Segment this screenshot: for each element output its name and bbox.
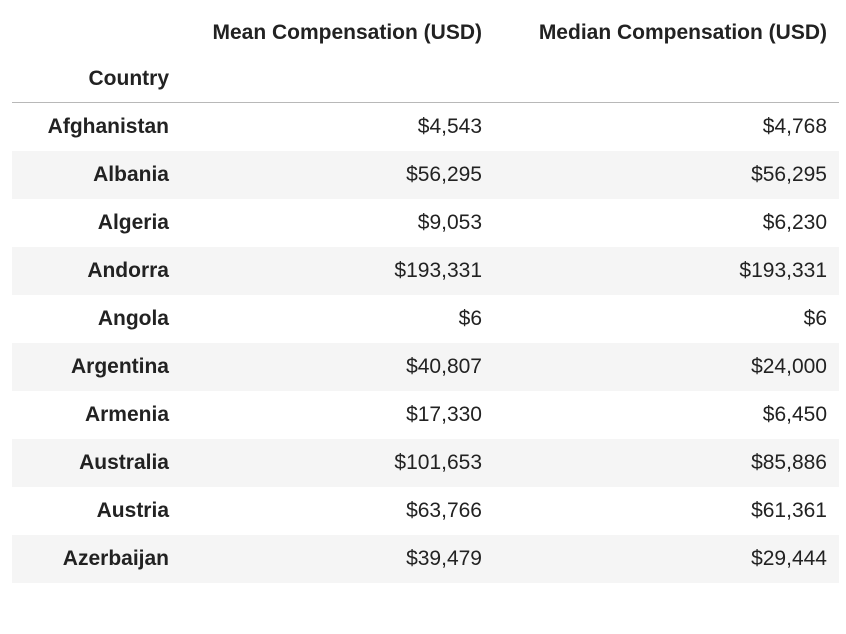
median-compensation-cell: $6,230 xyxy=(762,210,827,234)
median-compensation-cell: $6,450 xyxy=(762,402,827,426)
mean-compensation-cell: $101,653 xyxy=(394,450,482,474)
column-header-row: Mean Compensation (USD) Median Compensat… xyxy=(12,10,839,56)
mean-compensation-cell: $39,479 xyxy=(406,546,482,570)
table-row: Australia $101,653 $85,886 xyxy=(12,438,839,487)
country-cell: Argentina xyxy=(70,354,169,378)
mean-compensation-cell: $6 xyxy=(458,306,482,330)
mean-compensation-cell: $4,543 xyxy=(417,114,482,138)
country-cell: Andorra xyxy=(87,258,169,282)
country-cell: Austria xyxy=(96,498,169,522)
compensation-table-container: Mean Compensation (USD) Median Compensat… xyxy=(12,10,839,583)
median-compensation-cell: $61,361 xyxy=(751,498,827,522)
table-row: Algeria $9,053 $6,230 xyxy=(12,199,839,247)
table-row: Afghanistan $4,543 $4,768 xyxy=(12,103,839,151)
median-compensation-cell: $56,295 xyxy=(751,162,827,186)
blank-header-cell xyxy=(494,56,839,103)
country-cell: Afghanistan xyxy=(47,114,169,138)
mean-compensation-cell: $17,330 xyxy=(406,402,482,426)
blank-header-cell xyxy=(12,10,170,56)
table-body: Afghanistan $4,543 $4,768 Albania $56,295 $56… xyxy=(12,103,839,583)
compensation-table: Mean Compensation (USD) Median Compensat… xyxy=(12,10,839,583)
blank-header-cell xyxy=(170,56,494,103)
country-cell: Angola xyxy=(97,306,169,330)
median-compensation-cell: $24,000 xyxy=(751,354,827,378)
median-compensation-cell: $4,768 xyxy=(762,114,827,138)
median-compensation-cell: $6 xyxy=(803,306,827,330)
mean-compensation-header: Mean Compensation (USD) xyxy=(212,21,482,44)
table-row: Albania $56,295 $56,295 xyxy=(12,150,839,199)
median-compensation-cell: $29,444 xyxy=(751,546,827,570)
country-cell: Armenia xyxy=(84,402,169,426)
table-row: Angola $6 $6 xyxy=(12,295,839,343)
country-index-header: Country xyxy=(12,56,170,103)
table-row: Armenia $17,330 $6,450 xyxy=(12,391,839,439)
table-row: Azerbaijan $39,479 $29,444 xyxy=(12,534,839,583)
table-row: Argentina $40,807 $24,000 xyxy=(12,342,839,391)
country-cell: Albania xyxy=(93,162,169,186)
mean-compensation-cell: $56,295 xyxy=(406,162,482,186)
table-row: Andorra $193,331 $193,331 xyxy=(12,246,839,295)
median-compensation-cell: $193,331 xyxy=(739,258,827,282)
table-header: Mean Compensation (USD) Median Compensat… xyxy=(12,10,839,103)
mean-compensation-cell: $63,766 xyxy=(406,498,482,522)
country-cell: Australia xyxy=(79,450,169,474)
mean-compensation-cell: $9,053 xyxy=(417,210,482,234)
country-cell: Azerbaijan xyxy=(62,546,169,570)
country-cell: Algeria xyxy=(97,210,169,234)
median-compensation-cell: $85,886 xyxy=(751,450,827,474)
mean-compensation-cell: $40,807 xyxy=(406,354,482,378)
table-row: Austria $63,766 $61,361 xyxy=(12,487,839,535)
mean-compensation-cell: $193,331 xyxy=(394,258,482,282)
index-header-row: Country xyxy=(12,56,839,103)
median-compensation-header: Median Compensation (USD) xyxy=(538,21,827,44)
